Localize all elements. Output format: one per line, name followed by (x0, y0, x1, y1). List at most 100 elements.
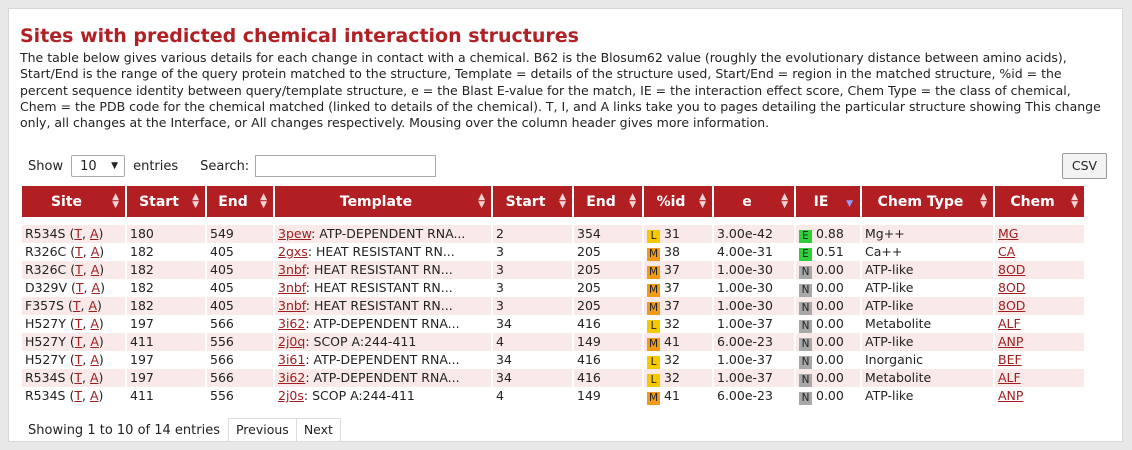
search-label: Search: (200, 158, 250, 174)
column-header-e-7[interactable]: e ▲ ▼ (714, 186, 794, 217)
this-change-link[interactable]: T (74, 388, 82, 403)
chem-link[interactable]: MG (998, 226, 1019, 241)
search-input[interactable] (255, 155, 437, 177)
column-header-end-5[interactable]: End ▲ ▼ (574, 186, 642, 217)
next-page-button[interactable]: Next (295, 418, 341, 442)
all-changes-link[interactable]: A (91, 280, 101, 295)
cell-chem: MG (995, 225, 1084, 243)
column-header-ie-8[interactable]: IE ▼ (796, 186, 860, 217)
column-header--id-6[interactable]: %id ▲ ▼ (644, 186, 712, 217)
template-description: : HEAT RESISTANT RN... (305, 280, 453, 295)
cell-ie: N 0.00 (796, 261, 860, 279)
cell-template-end: 149 (574, 333, 642, 351)
cell-start: 197 (127, 315, 205, 333)
this-change-link[interactable]: T (74, 226, 82, 241)
chem-link[interactable]: ANP (998, 388, 1024, 403)
this-change-link[interactable]: T (75, 280, 84, 295)
csv-export-button[interactable]: CSV (1062, 153, 1107, 179)
cell-chem-type: ATP-like (862, 279, 993, 297)
chem-link[interactable]: 8OD (998, 262, 1026, 277)
all-changes-link[interactable]: A (90, 244, 100, 259)
ie-value: 0.00 (816, 262, 844, 277)
ie-value: 0.51 (816, 244, 844, 259)
template-pdb-link[interactable]: 2j0s (278, 388, 304, 403)
cell-chem: 8OD (995, 261, 1084, 279)
all-changes-link[interactable]: A (89, 388, 99, 403)
cell-start: 197 (127, 351, 205, 369)
chem-link[interactable]: BEF (998, 352, 1022, 367)
cell-e-value: 1.00e-30 (714, 279, 794, 297)
column-header-site-0[interactable]: Site ▲ ▼ (22, 186, 125, 217)
column-header-chem-10[interactable]: Chem ▲ ▼ (995, 186, 1084, 217)
cell-ie: N 0.00 (796, 333, 860, 351)
cell-ie: N 0.00 (796, 315, 860, 333)
chem-link[interactable]: 8OD (998, 298, 1026, 313)
template-pdb-link[interactable]: 2gxs (278, 244, 308, 259)
cell-template: 2j0q: SCOP A:244-411 (275, 333, 491, 351)
column-header-end-2[interactable]: End ▲ ▼ (207, 186, 273, 217)
cell-end: 566 (207, 369, 273, 387)
column-header-label: End (218, 193, 248, 210)
cell-e-value: 6.00e-23 (714, 387, 794, 405)
all-changes-link[interactable]: A (90, 352, 99, 367)
all-changes-link[interactable]: A (90, 316, 99, 331)
this-change-link[interactable]: T (74, 316, 83, 331)
this-change-link[interactable]: T (74, 334, 83, 349)
cell-site: R326C (T, A) (22, 261, 125, 279)
cell-chem-type: ATP-like (862, 387, 993, 405)
cell-percent-id: M 37 (644, 261, 712, 279)
this-change-link[interactable]: T (72, 298, 81, 313)
all-changes-link[interactable]: A (89, 226, 99, 241)
all-changes-link[interactable]: A (88, 298, 97, 313)
site-label: H527Y (25, 352, 66, 367)
cell-percent-id: M 37 (644, 279, 712, 297)
chem-link[interactable]: 8OD (998, 280, 1026, 295)
score-badge-n: N (799, 284, 812, 297)
chem-link[interactable]: ALF (998, 316, 1021, 331)
chem-link[interactable]: CA (998, 244, 1016, 259)
column-header-chem-type-9[interactable]: Chem Type ▲ ▼ (862, 186, 993, 217)
cell-percent-id: L 32 (644, 369, 712, 387)
this-change-link[interactable]: T (75, 244, 83, 259)
percent-id-value: 41 (664, 388, 680, 403)
this-change-link[interactable]: T (74, 352, 83, 367)
cell-template-start: 2 (493, 225, 572, 243)
sort-both-icon: ▲ ▼ (260, 192, 267, 210)
cell-chem: 8OD (995, 279, 1084, 297)
cell-start: 182 (127, 243, 205, 261)
column-header-label: Start (139, 193, 179, 210)
cell-template-start: 3 (493, 297, 572, 315)
column-header-start-4[interactable]: Start ▲ ▼ (493, 186, 572, 217)
chemical-interaction-panel: Sites with predicted chemical interactio… (8, 8, 1123, 442)
chem-link[interactable]: ANP (998, 334, 1024, 349)
template-pdb-link[interactable]: 2j0q (278, 334, 306, 349)
cell-end: 566 (207, 351, 273, 369)
table-row: R534S (T, A) 180 549 3pew: ATP-DEPENDENT RN… (22, 225, 1084, 243)
this-change-link[interactable]: T (75, 262, 83, 277)
all-changes-link[interactable]: A (90, 262, 100, 277)
this-change-link[interactable]: T (74, 370, 82, 385)
template-pdb-link[interactable]: 3i62 (278, 370, 306, 385)
column-header-start-1[interactable]: Start ▲ ▼ (127, 186, 205, 217)
cell-template-end: 205 (574, 261, 642, 279)
all-changes-link[interactable]: A (90, 334, 99, 349)
template-pdb-link[interactable]: 3pew (278, 226, 312, 241)
chem-link[interactable]: ALF (998, 370, 1021, 385)
cell-e-value: 1.00e-37 (714, 369, 794, 387)
percent-id-value: 37 (664, 280, 680, 295)
percent-id-value: 31 (664, 226, 680, 241)
all-changes-link[interactable]: A (89, 370, 99, 385)
template-pdb-link[interactable]: 3i61 (278, 352, 306, 367)
column-header-template-3[interactable]: Template ▲ ▼ (275, 186, 491, 217)
previous-page-button[interactable]: Previous (227, 418, 297, 442)
entries-select[interactable]: 10 ▼ (71, 155, 126, 177)
template-pdb-link[interactable]: 3nbf (278, 280, 306, 295)
chemical-sites-table: Site ▲ ▼ Start ▲ ▼ End ▲ ▼ Template ▲ ▼ Start ▲ ▼ End ▲ ▼… (20, 186, 1086, 405)
entries-length-control: Show 10 ▼ entries Search: (28, 154, 437, 178)
cell-site: H527Y (T, A) (22, 333, 125, 351)
template-pdb-link[interactable]: 3nbf (278, 298, 306, 313)
table-description: The table below gives various details fo… (20, 50, 1101, 131)
cell-template-end: 149 (574, 387, 642, 405)
template-pdb-link[interactable]: 3i62 (278, 316, 306, 331)
template-pdb-link[interactable]: 3nbf (278, 262, 306, 277)
